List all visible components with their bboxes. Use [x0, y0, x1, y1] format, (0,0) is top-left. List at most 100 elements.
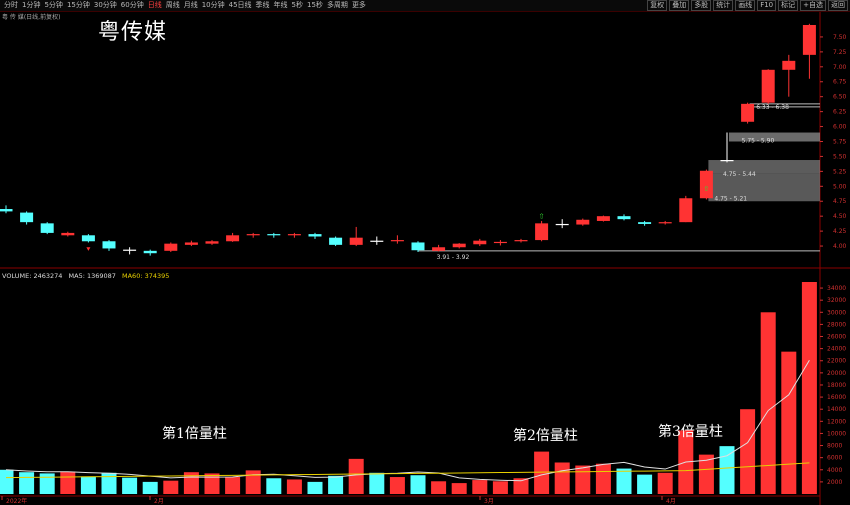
- period-tab-12[interactable]: 年线: [273, 1, 288, 9]
- period-tab-4[interactable]: 30分钟: [93, 1, 117, 9]
- period-tab-2[interactable]: 5分钟: [44, 1, 63, 9]
- volume-axis-label-16: 2000: [827, 479, 842, 486]
- candle-body-31: [638, 222, 652, 224]
- period-tab-8[interactable]: 月线: [183, 1, 198, 9]
- x-tick-label-0: 2022年: [6, 497, 27, 505]
- candle-body-0: [0, 209, 13, 212]
- volume-bar-15: [307, 481, 323, 494]
- volume-bar-1: [19, 472, 35, 494]
- candle-body-14: [287, 234, 301, 236]
- candle-body-3: [61, 232, 75, 236]
- toolbar-button-5[interactable]: F10: [757, 0, 777, 11]
- candle-body-11: [226, 235, 240, 242]
- period-tab-6[interactable]: 日线: [147, 1, 162, 9]
- chart-title-bar: 粤 传 媒(日线,前复权): [2, 14, 61, 21]
- candle-body-38: [782, 60, 796, 70]
- period-tab-5[interactable]: 60分钟: [120, 1, 144, 9]
- volume-axis-label-13: 8000: [827, 443, 842, 450]
- period-tab-11[interactable]: 季线: [255, 1, 270, 9]
- price-label-1: 4.75 - 5.21: [714, 195, 747, 202]
- price-axis-label-3: 6.75: [833, 79, 847, 86]
- period-tab-7[interactable]: 周线: [165, 1, 180, 9]
- candle-body-28: [576, 219, 590, 225]
- candle-body-5: [102, 241, 116, 249]
- toolbar-button-2[interactable]: 多股: [691, 0, 712, 11]
- price-axis-label-7: 5.75: [833, 138, 847, 145]
- volume-bar-26: [534, 451, 550, 494]
- candle-body-36: [741, 103, 755, 122]
- candle-body-35: [720, 160, 734, 162]
- volume-bar-30: [616, 468, 632, 494]
- toolbar-button-8[interactable]: 返回: [828, 0, 848, 11]
- volume-axis-label-1: 32000: [827, 297, 846, 304]
- volume-annotation-1: 第2倍量柱: [513, 427, 578, 444]
- candle-body-7: [143, 250, 157, 254]
- candle-body-26: [535, 223, 549, 241]
- candle-body-18: [370, 240, 384, 242]
- buy-arrow-marker: [86, 247, 91, 251]
- candle-body-24: [493, 241, 507, 244]
- period-tab-1[interactable]: 1分钟: [22, 1, 41, 9]
- volume-axis-label-12: 10000: [827, 430, 846, 437]
- price-axis-label-2: 7.00: [833, 64, 847, 71]
- volume-bar-17: [348, 458, 364, 494]
- candle-body-16: [329, 237, 343, 245]
- volume-bar-10: [204, 473, 220, 494]
- candle-body-4: [81, 235, 95, 242]
- period-tab-10[interactable]: 45日线: [228, 1, 252, 9]
- volume-axis-label-4: 26000: [827, 334, 846, 341]
- volume-bar-36: [740, 409, 756, 494]
- candle-body-10: [205, 241, 219, 244]
- volume-axis-label-3: 28000: [827, 321, 846, 328]
- x-tick-label-1: 2月: [154, 498, 164, 505]
- ma60-line: [5, 462, 810, 479]
- volume-bar-38: [781, 351, 797, 494]
- candle-body-15: [308, 234, 322, 237]
- volume-bar-14: [286, 479, 302, 494]
- volume-bar-5: [101, 472, 117, 494]
- price-axis-label-1: 7.25: [833, 49, 847, 56]
- price-axis-label-13: 4.25: [833, 228, 847, 235]
- toolbar-button-3[interactable]: 统计: [713, 0, 734, 11]
- volume-bar-31: [637, 474, 653, 494]
- gap-zone-3: [729, 132, 820, 142]
- ma5-value: MA5: 1369087: [68, 272, 116, 280]
- toolbar-button-4[interactable]: 画线: [735, 0, 756, 11]
- candle-body-19: [390, 240, 404, 242]
- candle-body-12: [246, 234, 260, 236]
- volume-bar-34: [698, 454, 714, 494]
- volume-bar-28: [575, 465, 591, 494]
- volume-bar-35: [719, 446, 735, 494]
- period-tab-9[interactable]: 10分钟: [201, 1, 225, 9]
- volume-bar-4: [80, 476, 96, 494]
- period-tab-3[interactable]: 15分钟: [66, 1, 90, 9]
- price-axis-label-6: 6.00: [833, 124, 847, 131]
- toolbar-button-7[interactable]: +自选: [800, 0, 826, 11]
- period-tabs: 分时 1分钟 5分钟 15分钟 30分钟 60分钟 日线 周线 月线 10分钟 45日线 季线 年线 5秒…: [2, 0, 368, 11]
- price-axis-label-8: 5.50: [833, 153, 847, 160]
- volume-bar-3: [60, 471, 76, 494]
- toolbar-button-6[interactable]: 标记: [778, 0, 799, 11]
- candle-body-6: [123, 249, 137, 251]
- volume-bar-22: [451, 483, 467, 494]
- period-tab-14[interactable]: 15秒: [307, 1, 323, 9]
- candle-body-34: [699, 170, 713, 199]
- period-tab-16[interactable]: 更多: [351, 1, 366, 9]
- period-tab-13[interactable]: 5秒: [291, 1, 304, 9]
- period-tab-15[interactable]: 多周期: [326, 1, 348, 9]
- price-axis-label-12: 4.50: [833, 213, 847, 220]
- ma5-line: [5, 360, 810, 482]
- volume-axis-label-10: 14000: [827, 406, 846, 413]
- period-tab-0[interactable]: 分时: [4, 1, 18, 9]
- volume-bar-13: [266, 478, 282, 494]
- signal-marker-1: ⇧: [539, 213, 545, 221]
- candle-body-17: [349, 237, 363, 245]
- x-tick-label-3: 4月: [666, 498, 676, 505]
- volume-axis-label-9: 16000: [827, 394, 846, 401]
- toolbar-button-0[interactable]: 复权: [647, 0, 668, 11]
- volume-bar-27: [554, 462, 570, 494]
- candle-body-20: [411, 242, 425, 251]
- volume-axis-label-11: 12000: [827, 418, 846, 425]
- toolbar-button-1[interactable]: 叠加: [669, 0, 690, 11]
